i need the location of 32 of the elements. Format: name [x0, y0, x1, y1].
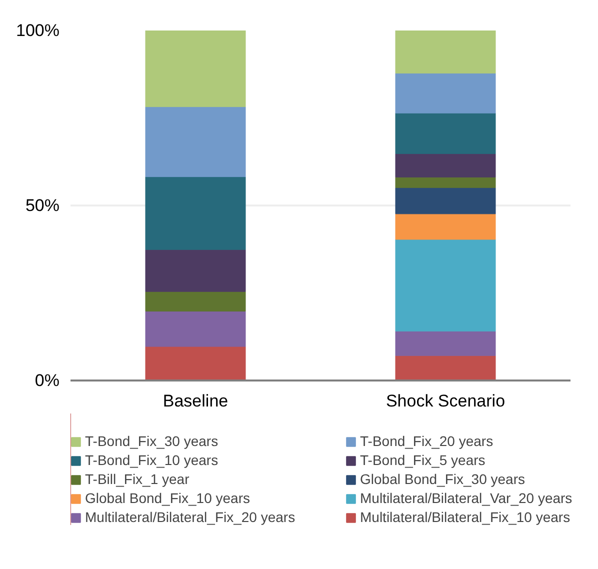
bar [145, 176, 246, 250]
y-tick-label: 50% [25, 196, 60, 215]
y-tick-label: 100% [16, 21, 60, 40]
y-tick-label: 0% [34, 371, 60, 390]
bar [395, 214, 496, 240]
bar [395, 72, 496, 114]
bar [395, 187, 496, 214]
bar [395, 30, 496, 74]
bar [145, 291, 246, 312]
bar [395, 239, 496, 332]
legend-label: Global Bond_Fix_10 years [85, 490, 250, 506]
bar [395, 112, 496, 154]
bar [395, 330, 496, 356]
x-tick-label: Baseline [162, 392, 228, 410]
bar [395, 355, 496, 380]
bar [145, 249, 246, 292]
bar [395, 176, 496, 188]
legend-label: Multilateral/Bilateral_Var_20 years [360, 490, 572, 506]
bar [145, 346, 246, 380]
bar [395, 153, 496, 178]
legend-label: Global Bond_Fix_30 years [360, 471, 525, 487]
legend-label: T-Bond_Fix_10 years [85, 452, 218, 468]
legend-label: Multilateral/Bilateral_Fix_20 years [85, 509, 296, 525]
bar [145, 30, 246, 108]
bar [145, 310, 246, 347]
legend-label: T-Bond_Fix_5 years [360, 452, 486, 468]
legend-label: T-Bond_Fix_30 years [85, 433, 218, 449]
legend-label: T-Bill_Fix_1 year [85, 471, 190, 487]
x-tick-label: Shock Scenario [386, 392, 506, 410]
legend-label: T-Bond_Fix_20 years [360, 433, 494, 449]
bar [145, 106, 246, 178]
legend-label: Multilateral/Bilateral_Fix_10 years [360, 509, 570, 525]
